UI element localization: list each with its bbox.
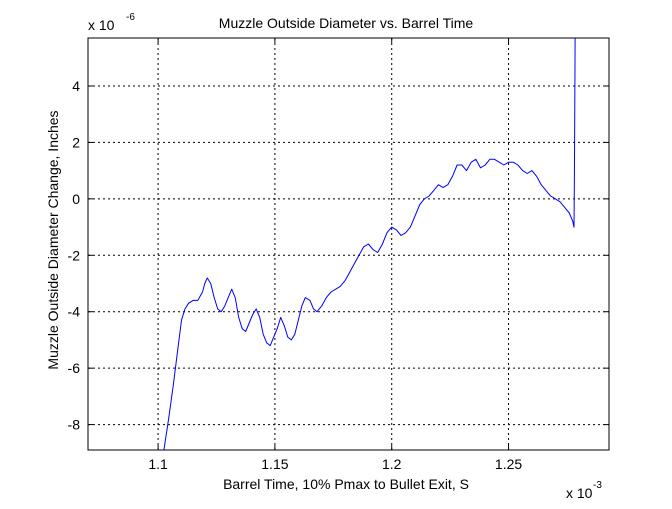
x-axis-label: Barrel Time, 10% Pmax to Bullet Exit, S xyxy=(223,476,469,492)
y-tick-label: -4 xyxy=(68,304,81,320)
y-multiplier-base: x 10 xyxy=(88,17,115,33)
plot-area-border xyxy=(87,37,610,451)
x-tick-label: 1.15 xyxy=(261,456,288,472)
x-multiplier-base: x 10 xyxy=(566,485,593,501)
y-tick-label: 2 xyxy=(72,134,80,150)
ticks: 1.1 1.15 1.2 1.25 -8 -6 -4 -2 0 2 4 xyxy=(68,38,609,472)
y-axis-multiplier: x 10 -6 xyxy=(88,12,135,33)
y-tick-label: -2 xyxy=(68,247,81,263)
chart-title: Muzzle Outside Diameter vs. Barrel Time xyxy=(219,15,474,31)
y-tick-label: -8 xyxy=(68,417,81,433)
series-layer xyxy=(163,37,576,451)
grid xyxy=(88,38,609,450)
x-tick-label: 1.25 xyxy=(495,456,522,472)
y-tick-label: -6 xyxy=(68,360,81,376)
x-tick-label: 1.2 xyxy=(382,456,402,472)
x-tick-label: 1.1 xyxy=(148,456,168,472)
series-line xyxy=(163,37,576,451)
x-multiplier-exponent: -3 xyxy=(593,480,602,491)
x-axis-multiplier: x 10 -3 xyxy=(566,480,602,501)
y-axis-label: Muzzle Outside Diameter Change, Inches xyxy=(45,110,61,369)
y-tick-label: 4 xyxy=(72,78,80,94)
y-multiplier-exponent: -6 xyxy=(126,12,135,23)
y-tick-label: 0 xyxy=(72,191,80,207)
